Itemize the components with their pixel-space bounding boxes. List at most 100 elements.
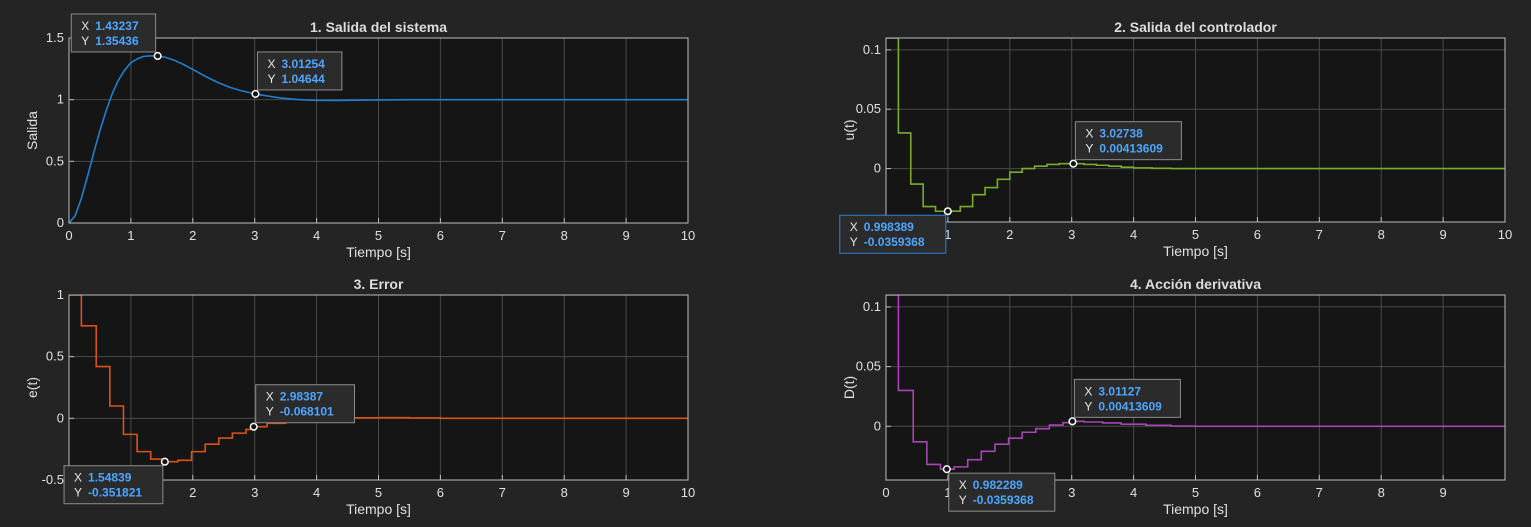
datatip-x-value: 1.54839 <box>88 471 132 485</box>
x-tick-label: 9 <box>1439 227 1446 242</box>
y-axis-label: u(t) <box>841 120 857 141</box>
x-tick-label: 6 <box>1254 485 1261 500</box>
datatip-x-value: 3.02738 <box>1099 127 1143 141</box>
y-tick-label: 0 <box>57 410 64 425</box>
x-tick-label: 2 <box>1006 227 1013 242</box>
x-tick-label: 3 <box>251 228 258 243</box>
x-tick-label: 3 <box>1068 485 1075 500</box>
datatip-marker[interactable] <box>942 465 951 474</box>
x-tick-label: 10 <box>681 228 695 243</box>
datatip-y-key: Y <box>959 493 967 507</box>
chart-title: 2. Salida del controlador <box>1114 19 1277 35</box>
series-line <box>886 38 1505 213</box>
datatip-box[interactable] <box>839 214 947 254</box>
datatip-y-key: Y <box>81 34 89 48</box>
chart-title: 4. Acción derivativa <box>1130 276 1261 292</box>
x-tick-label: 4 <box>313 228 320 243</box>
datatip[interactable]: XY 1.54839-0.351821 <box>63 457 169 505</box>
x-axis-label: Tiempo [s] <box>346 501 411 517</box>
x-tick-label: 1 <box>944 485 951 500</box>
x-tick-label: 3 <box>1068 227 1075 242</box>
chart-1: 0 1 2 3 4 5 6 7 8 9 10 0 0.5 1 1.5 1. Salida del sistem… <box>24 13 695 260</box>
axes-border <box>885 37 1506 223</box>
datatip-y-value: 0.00413609 <box>1099 142 1163 156</box>
chart-title: 1. Salida del sistema <box>310 19 447 35</box>
datatip-marker[interactable] <box>160 457 169 466</box>
datatip-y-value: 1.35436 <box>95 34 139 48</box>
x-tick-label: 4 <box>1130 485 1137 500</box>
datatip-marker[interactable] <box>251 89 260 98</box>
datatip-marker[interactable] <box>249 422 258 431</box>
datatip-x-key: X <box>1085 127 1093 141</box>
datatip-x-value: 0.998389 <box>864 220 914 234</box>
y-axis-label: Salida <box>24 111 40 150</box>
datatip-x-value: 3.01254 <box>281 57 325 71</box>
datatip-marker[interactable] <box>153 51 162 61</box>
x-axis-label: Tiempo [s] <box>1163 243 1228 259</box>
datatip-box[interactable] <box>948 472 1056 512</box>
datatip-y-value: 1.04644 <box>281 72 325 86</box>
x-tick-label: 4 <box>313 485 320 500</box>
y-tick-label: 0 <box>874 161 881 176</box>
y-tick-label: 0.1 <box>863 42 881 57</box>
y-tick-label: 0.05 <box>856 359 881 374</box>
datatip[interactable]: XY 2.98387-0.068101 <box>249 384 356 431</box>
x-tick-label: 5 <box>1192 227 1199 242</box>
axes-border <box>885 294 1506 481</box>
datatip-x-key: X <box>266 390 274 404</box>
datatip-y-value: -0.0359368 <box>973 493 1034 507</box>
x-tick-label: 1 <box>127 228 134 243</box>
x-tick-label: 6 <box>437 228 444 243</box>
datatip-marker[interactable] <box>1068 417 1077 426</box>
x-tick-label: 8 <box>1378 485 1385 500</box>
datatip-y-value: -0.0359368 <box>864 235 925 249</box>
datatip-box[interactable] <box>256 51 343 91</box>
datatip[interactable]: XY 0.982289-0.0359368 <box>942 465 1056 512</box>
x-tick-label: 7 <box>1316 485 1323 500</box>
datatip-x-key: X <box>1084 384 1092 398</box>
datatip-y-value: 0.00413609 <box>1098 399 1162 413</box>
datatip-box[interactable] <box>1074 121 1182 161</box>
datatip-y-value: -0.068101 <box>280 405 334 419</box>
datatip-marker[interactable] <box>1069 159 1078 168</box>
chart-title: 3. Error <box>354 276 404 292</box>
y-tick-label: 1 <box>57 92 64 107</box>
datatip-box[interactable] <box>70 13 157 53</box>
y-tick-label: 0.1 <box>863 299 881 314</box>
x-tick-label: 7 <box>499 485 506 500</box>
x-tick-label: 7 <box>499 228 506 243</box>
datatip-box[interactable] <box>63 465 164 505</box>
x-tick-label: 9 <box>1439 485 1446 500</box>
datatip-y-key: Y <box>267 72 275 86</box>
x-tick-label: 2 <box>189 228 196 243</box>
x-tick-label: 4 <box>1130 227 1137 242</box>
x-tick-label: 6 <box>1254 227 1261 242</box>
y-tick-label: 0.5 <box>46 153 64 168</box>
datatip-y-key: Y <box>850 235 858 249</box>
y-tick-label: 1 <box>57 287 64 302</box>
x-tick-label: 1 <box>944 227 951 242</box>
datatip-box[interactable] <box>255 384 356 424</box>
x-tick-label: 6 <box>437 485 444 500</box>
x-tick-label: 9 <box>622 485 629 500</box>
datatip-marker[interactable] <box>943 207 952 216</box>
x-tick-label: 3 <box>251 485 258 500</box>
series-line <box>69 55 688 223</box>
datatip-x-value: 2.98387 <box>280 390 324 404</box>
x-tick-label: 5 <box>1192 485 1199 500</box>
x-axis-label: Tiempo [s] <box>346 244 411 260</box>
datatip[interactable]: XY 0.998389-0.0359368 <box>839 207 952 254</box>
x-tick-label: 5 <box>375 485 382 500</box>
y-tick-label: 0 <box>57 215 64 230</box>
datatip-box[interactable] <box>1073 378 1181 418</box>
series-line <box>69 295 688 463</box>
y-axis-label: D(t) <box>841 376 857 399</box>
datatip-y-value: -0.351821 <box>88 486 142 500</box>
